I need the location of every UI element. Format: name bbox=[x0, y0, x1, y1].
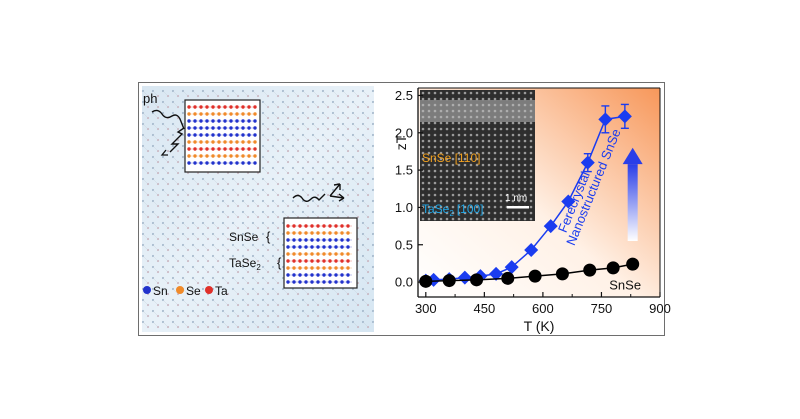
data-point-ferecrystal bbox=[524, 242, 539, 257]
phonon-arrowhead-icon bbox=[160, 149, 168, 156]
data-point-snse bbox=[442, 274, 456, 288]
phonon-wave-icon bbox=[151, 109, 185, 130]
x-tick-label: 900 bbox=[649, 301, 671, 316]
scale-bar bbox=[507, 206, 529, 209]
data-point-snse bbox=[583, 263, 597, 277]
structure-panel: ph SnSe { TaSe2 { Sn Se Ta bbox=[142, 86, 374, 332]
phonon-reflect-icon-2 bbox=[329, 193, 345, 202]
legend-ta: Ta bbox=[215, 284, 228, 298]
chart-marks bbox=[418, 103, 640, 288]
atom-legend: Sn Se Ta bbox=[143, 284, 228, 298]
increase-arrow-icon bbox=[622, 147, 643, 165]
snse-layer-label: SnSe bbox=[229, 230, 259, 244]
hrtem-inset: SnSe [110] TaSe2 [100] 1 nm bbox=[420, 90, 535, 221]
data-point-ferecrystal bbox=[543, 219, 558, 234]
inset-label-tase2: TaSe2 [100] bbox=[422, 202, 484, 218]
structure-box-bottom bbox=[283, 217, 358, 289]
y-tick-label: 0.5 bbox=[395, 237, 413, 252]
phonon-scatter-icon bbox=[169, 127, 185, 153]
legend-se: Se bbox=[186, 284, 201, 298]
phonon-reflect-icon bbox=[329, 183, 341, 197]
scale-bar-label: 1 nm bbox=[505, 193, 527, 204]
phonon-label: ph bbox=[143, 91, 157, 106]
data-point-ferecrystal bbox=[457, 270, 472, 285]
phonon-wave-icon-2 bbox=[292, 193, 326, 202]
x-tick-label: 600 bbox=[532, 301, 554, 316]
chart-axes: 300 450 600 750 900 0.0 0.5 1.0 1.5 2.0 2.5 bbox=[395, 87, 671, 316]
y-tick-label: 2.0 bbox=[395, 125, 413, 140]
data-point-ferecrystal bbox=[489, 266, 504, 281]
structure-box-top bbox=[184, 99, 261, 173]
se-dot-icon bbox=[176, 286, 184, 294]
data-point-snse bbox=[528, 269, 542, 283]
data-point-snse bbox=[606, 261, 620, 275]
legend-sn: Sn bbox=[153, 284, 168, 298]
data-point-snse bbox=[555, 267, 569, 281]
x-axis-label: T (K) bbox=[524, 318, 555, 334]
data-point-snse bbox=[626, 257, 640, 271]
tase2-brace: { bbox=[277, 255, 282, 270]
y-tick-label: 2.5 bbox=[395, 88, 413, 103]
data-point-snse bbox=[419, 274, 433, 288]
x-tick-label: 750 bbox=[591, 301, 613, 316]
data-point-ferecrystal bbox=[504, 260, 519, 275]
data-point-snse bbox=[501, 271, 515, 285]
sn-dot-icon bbox=[143, 286, 151, 294]
data-point-ferecrystal bbox=[598, 112, 613, 127]
snse-brace: { bbox=[266, 229, 271, 244]
x-tick-label: 300 bbox=[415, 301, 437, 316]
y-tick-label: 1.0 bbox=[395, 200, 413, 215]
tase2-layer-label: TaSe2 bbox=[229, 256, 261, 272]
y-tick-label: 0.0 bbox=[395, 275, 413, 290]
y-tick-label: 1.5 bbox=[395, 163, 413, 178]
data-point-snse bbox=[470, 273, 484, 287]
data-point-ferecrystal bbox=[580, 155, 595, 170]
y-axis-label: zT bbox=[393, 134, 409, 150]
data-point-ferecrystal bbox=[617, 109, 632, 124]
increase-arrow-shaft bbox=[627, 164, 638, 242]
legend-snse: SnSe bbox=[609, 278, 641, 293]
data-point-ferecrystal bbox=[561, 194, 576, 209]
ta-dot-icon bbox=[205, 286, 213, 294]
hrtem-bright-band bbox=[420, 100, 535, 122]
x-tick-label: 450 bbox=[474, 301, 496, 316]
inset-label-snse: SnSe [110] bbox=[422, 151, 481, 165]
zt-chart: SnSe [110] TaSe2 [100] 1 nm 300 450 600 750 9… bbox=[393, 87, 671, 334]
